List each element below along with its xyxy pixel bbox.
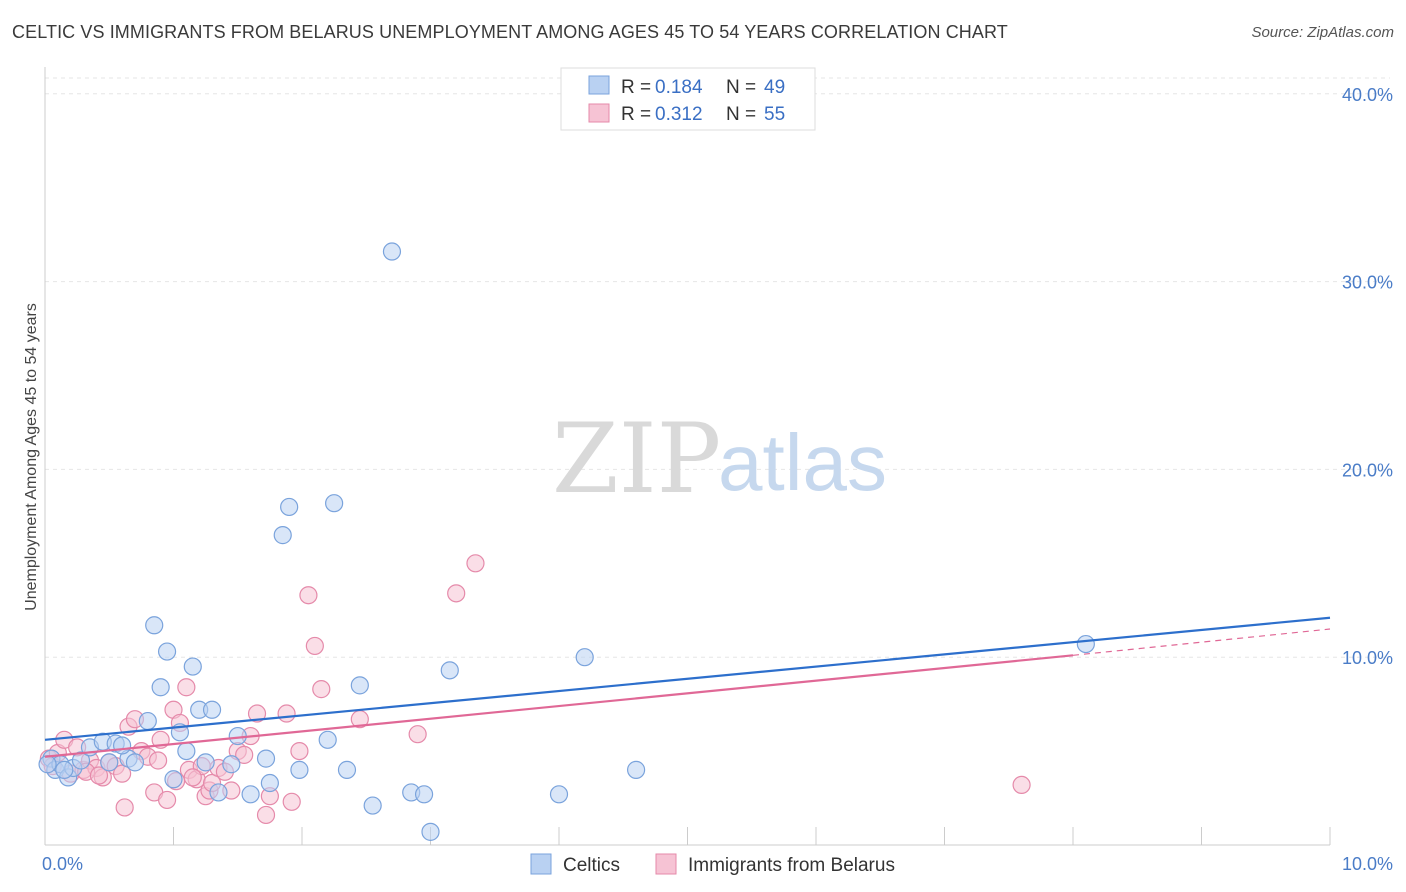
celtics-point-43 <box>575 648 594 667</box>
celtics-point-28 <box>260 773 279 793</box>
belarus-point-41 <box>277 704 296 723</box>
belarus-point-25 <box>177 678 196 697</box>
celtics-point-24 <box>222 755 241 774</box>
celtics-point-29 <box>273 526 292 545</box>
belarus-point-13 <box>115 798 134 817</box>
celtics-point-26 <box>241 785 260 804</box>
celtics-point-23 <box>209 783 228 802</box>
bottom-legend-swatch-celtics <box>530 853 552 875</box>
belarus-point-50 <box>466 554 485 573</box>
celtics-point-48 <box>55 760 74 779</box>
celtics-point-40 <box>421 822 440 841</box>
series-belarus-points <box>39 554 1031 825</box>
belarus-point-21 <box>157 790 177 810</box>
legend-n-value-belarus: 55 <box>764 104 785 125</box>
trend-lines <box>44 616 1331 758</box>
legend-r-value-celtics: 0.184 <box>655 77 703 98</box>
legend-r-label-belarus: R = <box>621 104 651 125</box>
celtics-point-15 <box>157 642 177 661</box>
bottom-legend-label-celtics: Celtics <box>563 855 620 876</box>
source-credit: Source: ZipAtlas.com <box>1251 24 1394 41</box>
y-tick-label-3: 40.0% <box>1342 85 1393 105</box>
legend-r-label-celtics: R = <box>621 77 651 98</box>
belarus-point-54 <box>183 768 202 787</box>
y-tick-labels: 10.0% 20.0% 30.0% 40.0% <box>1342 85 1393 668</box>
top-legend: R = 0.184 N = 49 R = 0.312 N = 55 <box>560 67 816 131</box>
celtics-point-8 <box>100 753 119 772</box>
celtics-point-32 <box>318 730 337 749</box>
celtics-point-34 <box>337 760 357 779</box>
x-tick-label-0: 0.0% <box>42 854 83 874</box>
celtics-point-22 <box>202 700 222 719</box>
series-celtics-points <box>38 242 1095 841</box>
celtics-point-30 <box>280 497 299 517</box>
celtics-point-36 <box>363 796 382 815</box>
legend-swatch-belarus <box>588 103 610 123</box>
bottom-legend-label-belarus: Immigrants from Belarus <box>688 855 895 876</box>
celtics-point-41 <box>440 661 459 680</box>
y-tick-label-1: 20.0% <box>1342 460 1393 480</box>
chart-title: CELTIC VS IMMIGRANTS FROM BELARUS UNEMPL… <box>12 22 1008 42</box>
belarus-point-12 <box>112 764 132 783</box>
watermark: ZIP atlas <box>552 403 887 515</box>
belarus-point-45 <box>305 636 324 656</box>
legend-swatch-celtics <box>588 75 610 95</box>
celtics-point-11 <box>125 753 145 772</box>
belarus-point-42 <box>282 792 301 811</box>
celtics-point-35 <box>350 676 369 695</box>
celtics-point-12 <box>138 711 157 731</box>
belarus-point-44 <box>299 586 318 605</box>
celtics-point-5 <box>71 751 91 770</box>
watermark-atlas: atlas <box>718 418 887 507</box>
celtics-point-13 <box>145 616 164 635</box>
x-tick-label-1: 10.0% <box>1342 854 1393 874</box>
legend-r-value-belarus: 0.312 <box>655 104 703 125</box>
y-axis-label: Unemployment Among Ages 45 to 54 years <box>23 303 40 611</box>
y-tick-label-2: 30.0% <box>1342 273 1393 293</box>
celtics-point-46 <box>38 755 57 774</box>
celtics-point-33 <box>325 494 344 513</box>
belarus-point-53 <box>89 766 109 785</box>
celtics-point-39 <box>414 785 434 804</box>
belarus-point-39 <box>256 805 276 825</box>
belarus-point-43 <box>290 741 309 761</box>
celtics-point-47 <box>112 736 132 755</box>
celtics-point-19 <box>183 657 202 676</box>
belarus-point-19 <box>148 751 168 770</box>
belarus-point-49 <box>447 584 466 603</box>
belarus-point-48 <box>408 725 427 744</box>
celtics-point-18 <box>177 741 196 761</box>
legend-n-label-belarus: N = <box>726 104 756 125</box>
celtics-point-16 <box>164 770 183 789</box>
celtics-point-31 <box>290 760 309 779</box>
celtics-point-44 <box>626 760 646 779</box>
belarus-point-51 <box>1012 775 1031 795</box>
y-tick-label-0: 10.0% <box>1342 648 1393 668</box>
celtics-point-21 <box>196 753 215 772</box>
celtics-point-14 <box>151 678 170 697</box>
belarus-point-38 <box>247 704 267 723</box>
celtics-point-42 <box>549 785 569 804</box>
legend-n-value-celtics: 49 <box>764 77 785 98</box>
belarus-point-46 <box>312 680 331 699</box>
legend-n-label-celtics: N = <box>726 77 756 98</box>
x-tick-labels: 0.0% 10.0% <box>42 854 1393 874</box>
celtics-point-37 <box>382 242 402 261</box>
trend-line-belarus-extension <box>1072 628 1331 656</box>
celtics-point-45 <box>1076 634 1095 654</box>
bottom-legend: Celtics Immigrants from Belarus <box>530 853 895 876</box>
trend-line-celtics <box>44 616 1331 741</box>
watermark-zip: ZIP <box>552 403 721 515</box>
grid-lines <box>45 77 1390 658</box>
bottom-legend-swatch-belarus <box>655 853 677 875</box>
trend-line-belarus <box>44 654 1074 758</box>
belarus-point-36 <box>235 745 254 764</box>
celtics-point-27 <box>256 749 276 768</box>
